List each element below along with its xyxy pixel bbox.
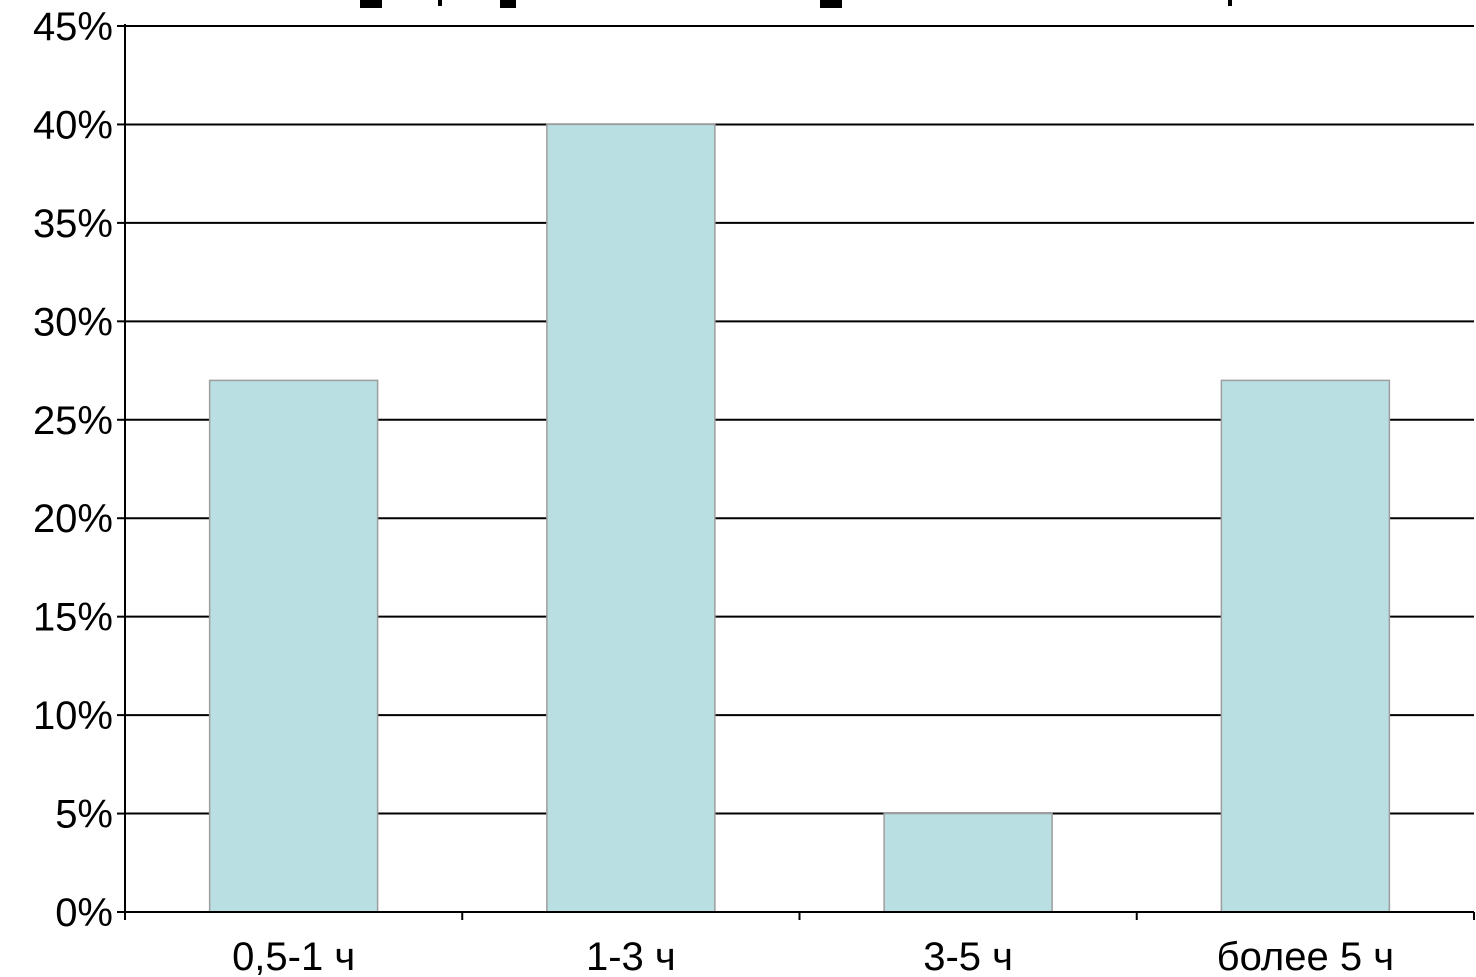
y-tick-label: 10% <box>33 694 113 738</box>
cropped-title-fragments <box>360 0 1232 8</box>
y-tick-label: 0% <box>55 891 113 935</box>
x-tick-label: 3-5 ч <box>923 935 1013 977</box>
x-tick-label: 1-3 ч <box>586 935 676 977</box>
y-tick-label: 20% <box>33 497 113 541</box>
y-tick-label: 30% <box>33 300 113 344</box>
axes <box>117 24 1475 920</box>
bar <box>208 379 379 913</box>
y-tick-label: 25% <box>33 399 113 443</box>
y-tick-label: 35% <box>33 202 113 246</box>
x-tick-label: 0,5-1 ч <box>232 935 355 977</box>
y-tick-labels: 0% 5% 10% 15% 20% 25% 30% 35% 40% 45% <box>33 5 113 935</box>
bars <box>208 123 1391 913</box>
y-tick-label: 5% <box>55 793 113 837</box>
bar <box>1220 379 1391 913</box>
bar <box>546 123 716 913</box>
y-tick-label: 45% <box>33 5 113 49</box>
y-tick-label: 40% <box>33 103 113 147</box>
y-tick-label: 15% <box>33 596 113 640</box>
bar <box>883 812 1053 913</box>
x-tick-labels: 0,5-1 ч 1-3 ч 3-5 ч более 5 ч <box>232 935 1394 977</box>
x-tick-label: более 5 ч <box>1217 935 1394 977</box>
